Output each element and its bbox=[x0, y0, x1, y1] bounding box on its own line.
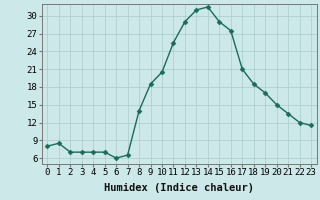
X-axis label: Humidex (Indice chaleur): Humidex (Indice chaleur) bbox=[104, 183, 254, 193]
